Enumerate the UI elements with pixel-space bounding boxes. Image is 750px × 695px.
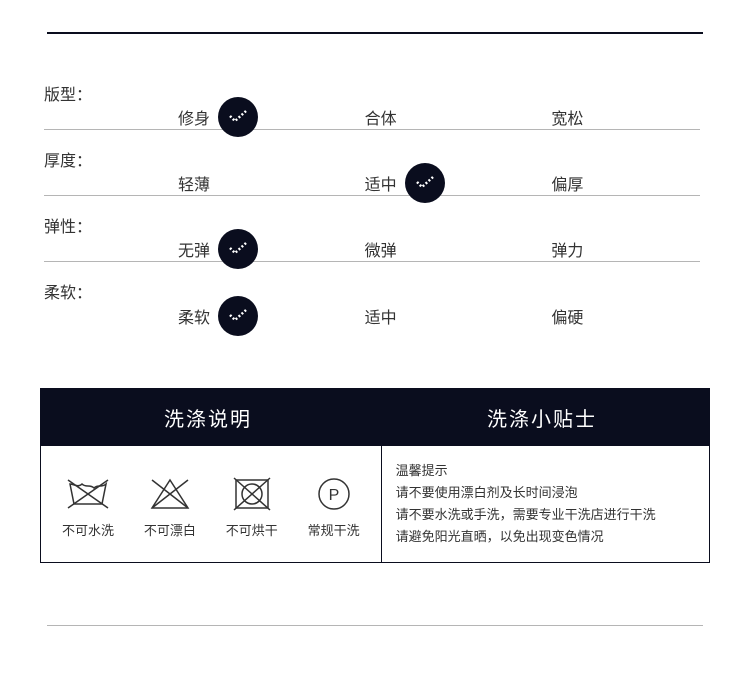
care-icon-label: 常规干洗 (308, 520, 360, 539)
attr-option: 合体 (365, 105, 552, 129)
attr-options: 柔软 适中 偏硬 (178, 292, 738, 340)
attr-row-fit: 版型： 修身 合体 宽松 (44, 64, 700, 130)
no-bleach-icon (146, 474, 194, 514)
tip-line: 请避免阳光直晒，以免出现变色情况 (396, 526, 699, 548)
care-icon-item: P 常规干洗 (308, 474, 360, 539)
tips-title: 温馨提示 (396, 460, 699, 482)
attribute-table: 版型： 修身 合体 宽松 厚度： 轻薄 适中 偏厚 弹性： 无弹 微弹 弹力 柔… (44, 64, 700, 328)
care-icon-label: 不可烘干 (226, 520, 278, 539)
attr-label: 柔软： (44, 279, 92, 303)
attr-row-thickness: 厚度： 轻薄 适中 偏厚 (44, 130, 700, 196)
no-wash-icon (64, 474, 112, 514)
attr-label: 厚度： (44, 147, 92, 171)
top-divider (47, 32, 703, 34)
attr-option: 偏厚 (551, 171, 738, 195)
care-body: 不可水洗 不可漂白 不可烘干 (41, 446, 709, 562)
attr-option: 微弹 (365, 237, 552, 261)
care-icon-item: 不可水洗 (62, 474, 114, 539)
care-icon-label: 不可漂白 (144, 520, 196, 539)
tip-line: 请不要使用漂白剂及长时间浸泡 (396, 482, 699, 504)
check-icon (218, 296, 258, 336)
svg-text:P: P (328, 487, 339, 504)
care-icon-label: 不可水洗 (62, 520, 114, 539)
attr-option: 柔软 (178, 296, 365, 336)
attr-row-elasticity: 弹性： 无弹 微弹 弹力 (44, 196, 700, 262)
attr-option: 偏硬 (551, 304, 738, 328)
tip-line: 请不要水洗或手洗，需要专业干洗店进行干洗 (396, 504, 699, 526)
attr-row-softness: 柔软： 柔软 适中 偏硬 (44, 262, 700, 328)
attr-label: 版型： (44, 81, 92, 105)
attr-label: 弹性： (44, 213, 92, 237)
no-tumble-dry-icon (228, 474, 276, 514)
care-icon-item: 不可烘干 (226, 474, 278, 539)
care-icons: 不可水洗 不可漂白 不可烘干 (41, 446, 382, 562)
care-header-right: 洗涤小贴士 (375, 389, 709, 446)
care-header: 洗涤说明 洗涤小贴士 (41, 389, 709, 446)
care-tips: 温馨提示 请不要使用漂白剂及长时间浸泡 请不要水洗或手洗，需要专业干洗店进行干洗… (382, 446, 709, 562)
attr-option: 适中 (365, 304, 552, 328)
attr-option: 宽松 (551, 105, 738, 129)
attr-option: 轻薄 (178, 171, 365, 195)
care-icon-item: 不可漂白 (144, 474, 196, 539)
care-instructions-box: 洗涤说明 洗涤小贴士 不可水洗 不可漂白 (40, 388, 710, 563)
care-header-left: 洗涤说明 (41, 389, 375, 446)
dryclean-icon: P (310, 474, 358, 514)
bottom-divider (47, 625, 703, 626)
attr-option: 弹力 (551, 237, 738, 261)
